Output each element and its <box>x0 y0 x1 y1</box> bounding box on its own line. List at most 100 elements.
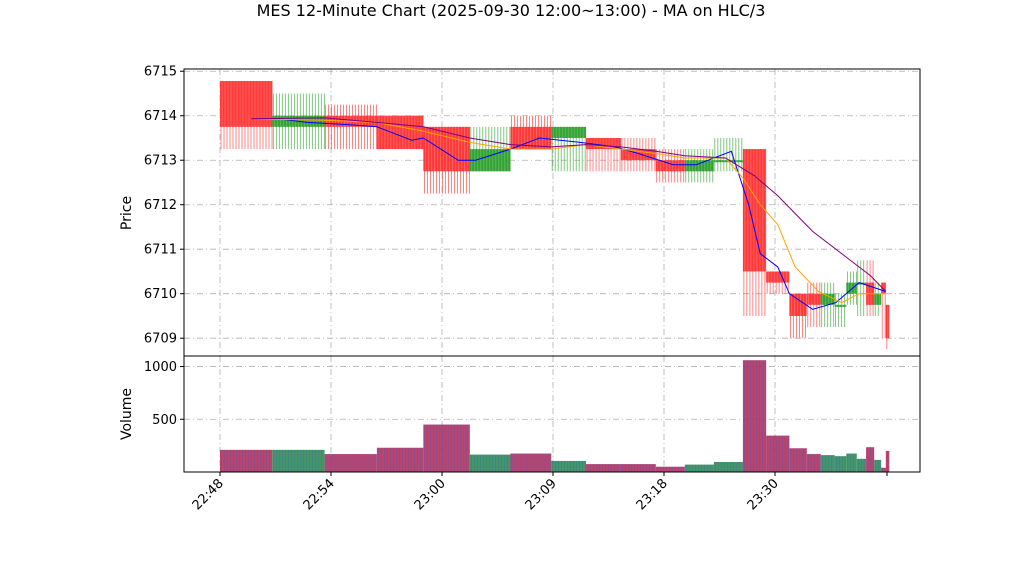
price-tick-label: 6712 <box>144 198 177 213</box>
candle-body <box>376 115 424 150</box>
candle-body <box>551 126 587 138</box>
candle-body <box>510 126 552 150</box>
volume-bar-rect <box>586 464 621 472</box>
volume-bar <box>766 435 790 472</box>
candle-body <box>874 293 882 305</box>
volume-bar <box>846 453 857 472</box>
candle-body <box>806 293 821 305</box>
volume-bar-rect <box>469 454 511 472</box>
moving-average-lines <box>251 117 887 310</box>
candle <box>713 137 744 172</box>
candle <box>586 137 621 172</box>
candle <box>806 282 821 328</box>
candle <box>789 293 807 339</box>
volume-bar-rect <box>272 449 325 472</box>
volume-panel: 500 1000 Volume <box>119 355 921 473</box>
candle-body <box>834 304 847 307</box>
price-tick-label: 6714 <box>144 109 177 124</box>
price-panel: 6709 6710 6711 6712 6713 6714 6715 Price <box>119 65 921 357</box>
volume-bar <box>272 449 325 472</box>
x-tick-label: 22:48 <box>190 476 227 513</box>
volume-bar <box>684 464 714 472</box>
candle <box>766 271 790 294</box>
volume-bar-rect <box>220 449 273 472</box>
candle-body <box>820 293 835 305</box>
candle-body <box>469 149 511 172</box>
x-tick-label: 23:09 <box>523 476 560 513</box>
volume-bar <box>551 460 587 472</box>
volume-bar <box>789 448 807 472</box>
volume-bar <box>423 424 470 472</box>
volume-bar-rect <box>820 455 835 472</box>
volume-panel-frame <box>183 355 921 473</box>
candle-body <box>885 304 890 339</box>
price-axis-label: Price <box>119 196 135 230</box>
volume-bar-rect <box>510 453 552 472</box>
volume-tick-label: 500 <box>152 413 177 428</box>
volume-bar <box>820 455 835 472</box>
volume-bar <box>324 454 377 472</box>
ma-line-ma_long <box>251 117 887 292</box>
volume-bar-rect <box>324 454 377 472</box>
candle-body <box>620 149 656 161</box>
volume-bar-rect <box>789 448 807 472</box>
volume-bar <box>856 458 867 472</box>
candle-body <box>742 149 767 272</box>
volume-bar-rect <box>713 461 743 472</box>
volume-bar-rect <box>866 447 875 472</box>
volume-bar-rect <box>881 467 886 472</box>
candle-body <box>586 137 621 150</box>
price-tick-label: 6709 <box>144 332 177 347</box>
volume-bar <box>220 449 273 472</box>
price-tick-label: 6710 <box>144 287 177 302</box>
candle <box>376 115 424 150</box>
price-tick-label: 6711 <box>144 243 177 258</box>
volume-y-axis: 500 1000 <box>144 360 184 428</box>
x-tick-label: 23:30 <box>745 476 782 513</box>
volume-bar-rect <box>620 464 656 472</box>
volume-axis-label: Volume <box>119 388 135 440</box>
x-tick-label: 22:54 <box>301 476 338 513</box>
volume-bar <box>874 459 882 472</box>
volume-bar-rect <box>376 447 424 472</box>
candle <box>820 282 835 328</box>
candle <box>551 126 587 172</box>
candle-body <box>881 282 886 294</box>
price-y-axis: 6709 6710 6711 6712 6713 6714 6715 <box>144 65 184 347</box>
volume-bar <box>834 456 847 472</box>
volume-bar <box>376 447 424 472</box>
volume-bar-rect <box>806 454 821 472</box>
ma-line-ma_mid <box>251 118 886 304</box>
candle-body <box>655 160 685 172</box>
candle-body <box>766 271 790 283</box>
candle <box>684 149 714 183</box>
volume-bar <box>742 360 767 472</box>
price-tick-label: 6713 <box>144 154 177 169</box>
time-x-axis: 22:48 22:54 23:00 23:09 23:18 23:30 <box>190 472 888 513</box>
volume-bar-rect <box>874 459 882 472</box>
volume-bar-rect <box>742 360 767 472</box>
volume-bar-rect <box>423 424 470 472</box>
candle <box>885 304 890 350</box>
volume-bar-rect <box>766 435 790 472</box>
candle <box>510 115 552 150</box>
volume-bar <box>655 466 685 472</box>
volume-bars <box>220 360 890 472</box>
chart-title: MES 12-Minute Chart (2025-09-30 12:00~13… <box>257 1 766 20</box>
x-tick-label: 23:00 <box>412 476 449 513</box>
volume-bar-rect <box>846 453 857 472</box>
candle <box>866 260 875 316</box>
volume-bar-rect <box>684 464 714 472</box>
volume-bar <box>885 450 890 472</box>
volume-bar <box>866 447 875 472</box>
volume-bar <box>510 453 552 472</box>
volume-tick-label: 1000 <box>144 360 177 375</box>
candle-body <box>423 126 470 172</box>
volume-bar <box>881 467 886 472</box>
price-tick-label: 6715 <box>144 65 177 80</box>
candle-body <box>684 160 714 172</box>
candle-body <box>846 282 857 294</box>
candle-body <box>789 293 807 316</box>
volume-bar <box>713 461 743 472</box>
